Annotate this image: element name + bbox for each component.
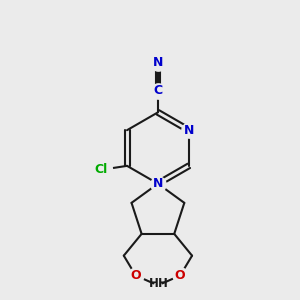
Text: N: N xyxy=(153,56,163,69)
Text: N: N xyxy=(153,177,163,190)
Text: O: O xyxy=(130,269,141,282)
Text: Cl: Cl xyxy=(95,163,108,176)
Text: N: N xyxy=(184,124,194,137)
Text: H: H xyxy=(158,277,167,290)
Text: O: O xyxy=(175,269,185,282)
Text: H: H xyxy=(148,277,158,290)
Text: C: C xyxy=(153,84,163,97)
